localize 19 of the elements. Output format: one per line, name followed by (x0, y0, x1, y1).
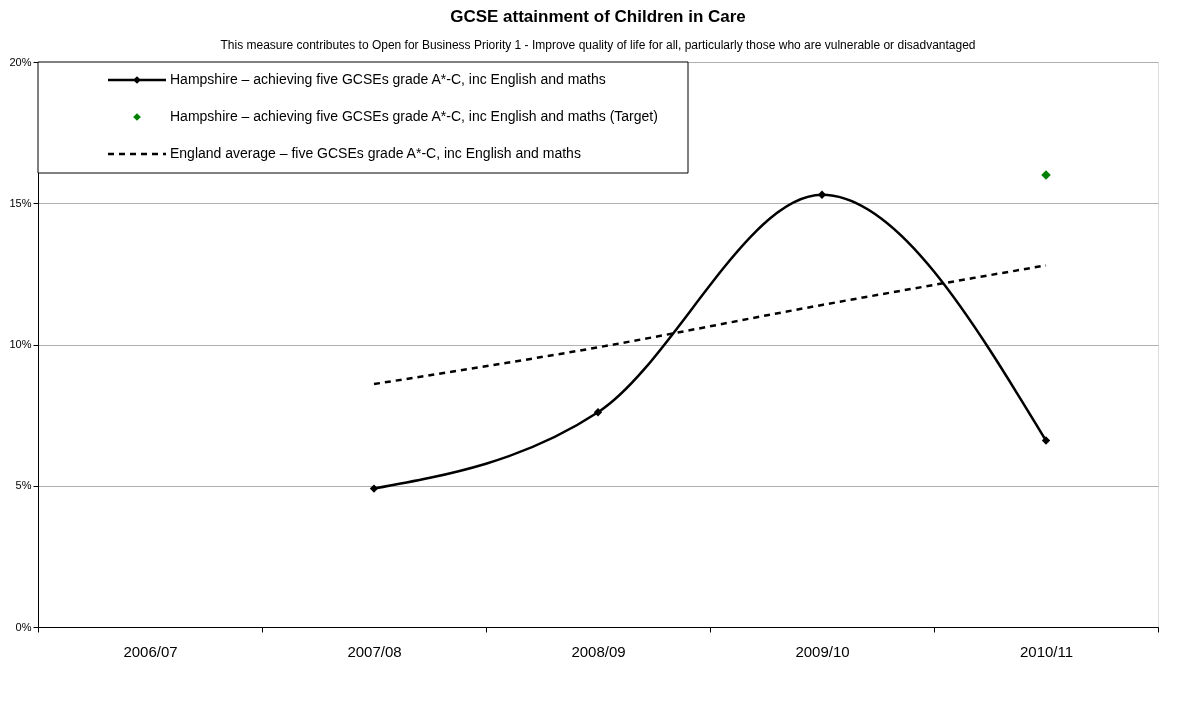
point (817, 190, 827, 199)
legend-label: Hampshire – achieving five GCSEs grade A*-C, inc English and maths (170, 71, 606, 87)
x-tick-label: 2009/10 (795, 642, 850, 660)
legend-label: England average – five GCSEs grade A*-C, inc English and maths (170, 145, 581, 161)
point (369, 484, 379, 493)
x-tick-label: 2006/07 (123, 642, 178, 660)
y-tick-label: 15% (9, 196, 32, 209)
x-tick-label: 2007/08 (347, 642, 402, 660)
x-tick-label: 2008/09 (571, 642, 626, 660)
point (1041, 436, 1051, 445)
point (593, 408, 603, 417)
chart-title: GCSE attainment of Children in Care (450, 7, 746, 26)
chart-subtitle: This measure contributes to Open for Business Priority 1 - Improve quality of life for all, particularly those who are vulnerable or disadvantaged (220, 38, 976, 52)
y-tick-label: 20% (9, 55, 32, 68)
legend-label: Hampshire – achieving five GCSEs grade A*-C, inc English and maths (Target) (170, 108, 658, 124)
y-tick-label: 0% (15, 620, 32, 633)
y-tick-label: 5% (15, 479, 32, 492)
x-tick-label: 2010/11 (1019, 642, 1074, 660)
y-tick-label: 10% (9, 338, 32, 350)
